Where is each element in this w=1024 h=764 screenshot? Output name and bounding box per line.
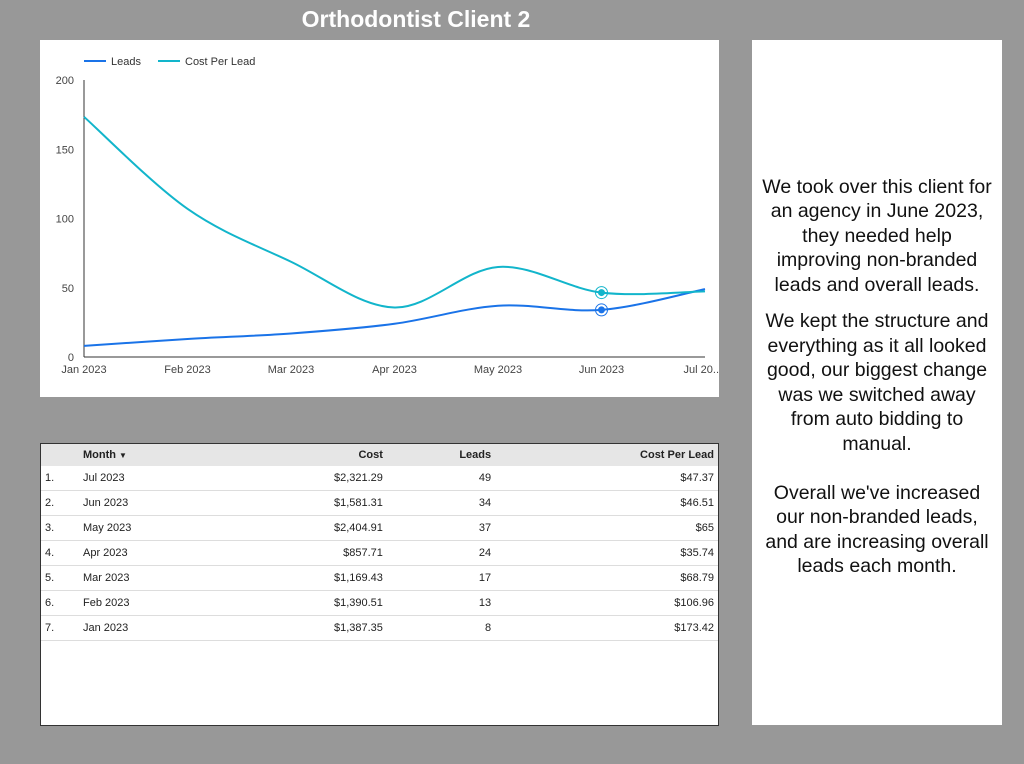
leads-cell: 24 <box>386 540 496 566</box>
cost-cell: $1,581.31 <box>232 490 387 516</box>
x-tick-label: Jun 2023 <box>579 364 624 376</box>
cost-per-lead-cell: $47.37 <box>495 466 718 491</box>
cost-cell: $1,169.43 <box>232 565 387 591</box>
month-cell: May 2023 <box>79 515 233 541</box>
x-tick-label: Jul 20.. <box>684 364 719 376</box>
x-tick-label: May 2023 <box>474 364 522 376</box>
cost-cell: $857.71 <box>232 540 387 566</box>
cost-per-lead-cell: $65 <box>495 515 718 541</box>
x-tick-label: Jan 2023 <box>61 364 106 376</box>
highlight-ring <box>595 286 608 300</box>
note-paragraph-2: We kept the structure and everything as … <box>765 310 989 577</box>
row-index: 2. <box>41 490 79 516</box>
month-cell: Mar 2023 <box>79 565 233 591</box>
table-header-row: Month ▼ Cost Leads Cost Per Lead <box>41 444 718 466</box>
series-line-cost-per-lead <box>83 116 706 309</box>
sort-down-icon[interactable]: ▼ <box>119 451 127 460</box>
data-table: Month ▼ Cost Leads Cost Per Lead 1. Jul 2… <box>40 443 719 726</box>
note-paragraph-1: We took over this client for an agency i… <box>762 175 992 296</box>
table-row: 3. May 2023 $2,404.91 37 $65 <box>41 515 718 541</box>
legend-label: Cost Per Lead <box>185 56 255 68</box>
x-tick-label: Apr 2023 <box>372 364 417 376</box>
table-row: 2. Jun 2023 $1,581.31 34 $46.51 <box>41 490 718 516</box>
cost-cell: $2,321.29 <box>232 466 387 491</box>
leads-cell: 17 <box>386 565 496 591</box>
cost-per-lead-cell: $106.96 <box>495 590 718 616</box>
data-point <box>598 306 605 314</box>
table-row: 5. Mar 2023 $1,169.43 17 $68.79 <box>41 565 718 591</box>
header-month[interactable]: Month ▼ <box>79 444 233 466</box>
cost-cell: $1,387.35 <box>232 615 387 641</box>
leads-cell: 37 <box>386 515 496 541</box>
cost-cell: $2,404.91 <box>232 515 387 541</box>
row-index: 1. <box>41 466 79 491</box>
x-tick-label: Feb 2023 <box>164 364 210 376</box>
line-chart: 0 50 100 150 200 Jan 2023 Feb 2023 Mar 2023 Apr … <box>40 40 719 397</box>
highlight-ring <box>595 303 608 317</box>
table-row: 1. Jul 2023 $2,321.29 49 $47.37 <box>41 466 718 491</box>
cost-cell: $1,390.51 <box>232 590 387 616</box>
cost-per-lead-cell: $173.42 <box>495 615 718 641</box>
y-tick-label: 200 <box>56 75 74 87</box>
data-point <box>598 289 605 297</box>
legend-label: Leads <box>111 56 141 68</box>
leads-cell: 8 <box>386 615 496 641</box>
y-tick-label: 50 <box>62 283 74 295</box>
cost-per-lead-cell: $68.79 <box>495 565 718 591</box>
header-index <box>41 444 79 466</box>
cost-per-lead-cell: $46.51 <box>495 490 718 516</box>
series-line-leads <box>83 288 706 347</box>
header-cost[interactable]: Cost <box>232 444 387 466</box>
header-leads[interactable]: Leads <box>386 444 496 466</box>
month-cell: Apr 2023 <box>79 540 233 566</box>
cost-per-lead-cell: $35.74 <box>495 540 718 566</box>
commentary-panel: We took over this client for an agency i… <box>752 40 1002 725</box>
row-index: 6. <box>41 590 79 616</box>
month-cell: Jul 2023 <box>79 466 233 491</box>
header-month-label: Month <box>83 449 116 461</box>
chart-svg: 0 50 100 150 200 Jan 2023 Feb 2023 Mar 2023 Apr … <box>56 56 719 376</box>
leads-cell: 34 <box>386 490 496 516</box>
header-cost-per-lead[interactable]: Cost Per Lead <box>495 444 718 466</box>
leads-cell: 49 <box>386 466 496 491</box>
table-row: 7. Jan 2023 $1,387.35 8 $173.42 <box>41 615 718 641</box>
table-row: 6. Feb 2023 $1,390.51 13 $106.96 <box>41 590 718 616</box>
row-index: 7. <box>41 615 79 641</box>
month-cell: Jun 2023 <box>79 490 233 516</box>
row-index: 4. <box>41 540 79 566</box>
y-tick-label: 0 <box>68 352 74 364</box>
row-index: 3. <box>41 515 79 541</box>
row-index: 5. <box>41 565 79 591</box>
x-tick-label: Mar 2023 <box>268 364 314 376</box>
month-cell: Jan 2023 <box>79 615 233 641</box>
month-cell: Feb 2023 <box>79 590 233 616</box>
leads-cell: 13 <box>386 590 496 616</box>
y-tick-label: 100 <box>56 214 74 226</box>
table-row: 4. Apr 2023 $857.71 24 $35.74 <box>41 540 718 566</box>
page-title: Orthodontist Client 2 <box>301 6 531 32</box>
y-tick-label: 150 <box>56 144 74 156</box>
